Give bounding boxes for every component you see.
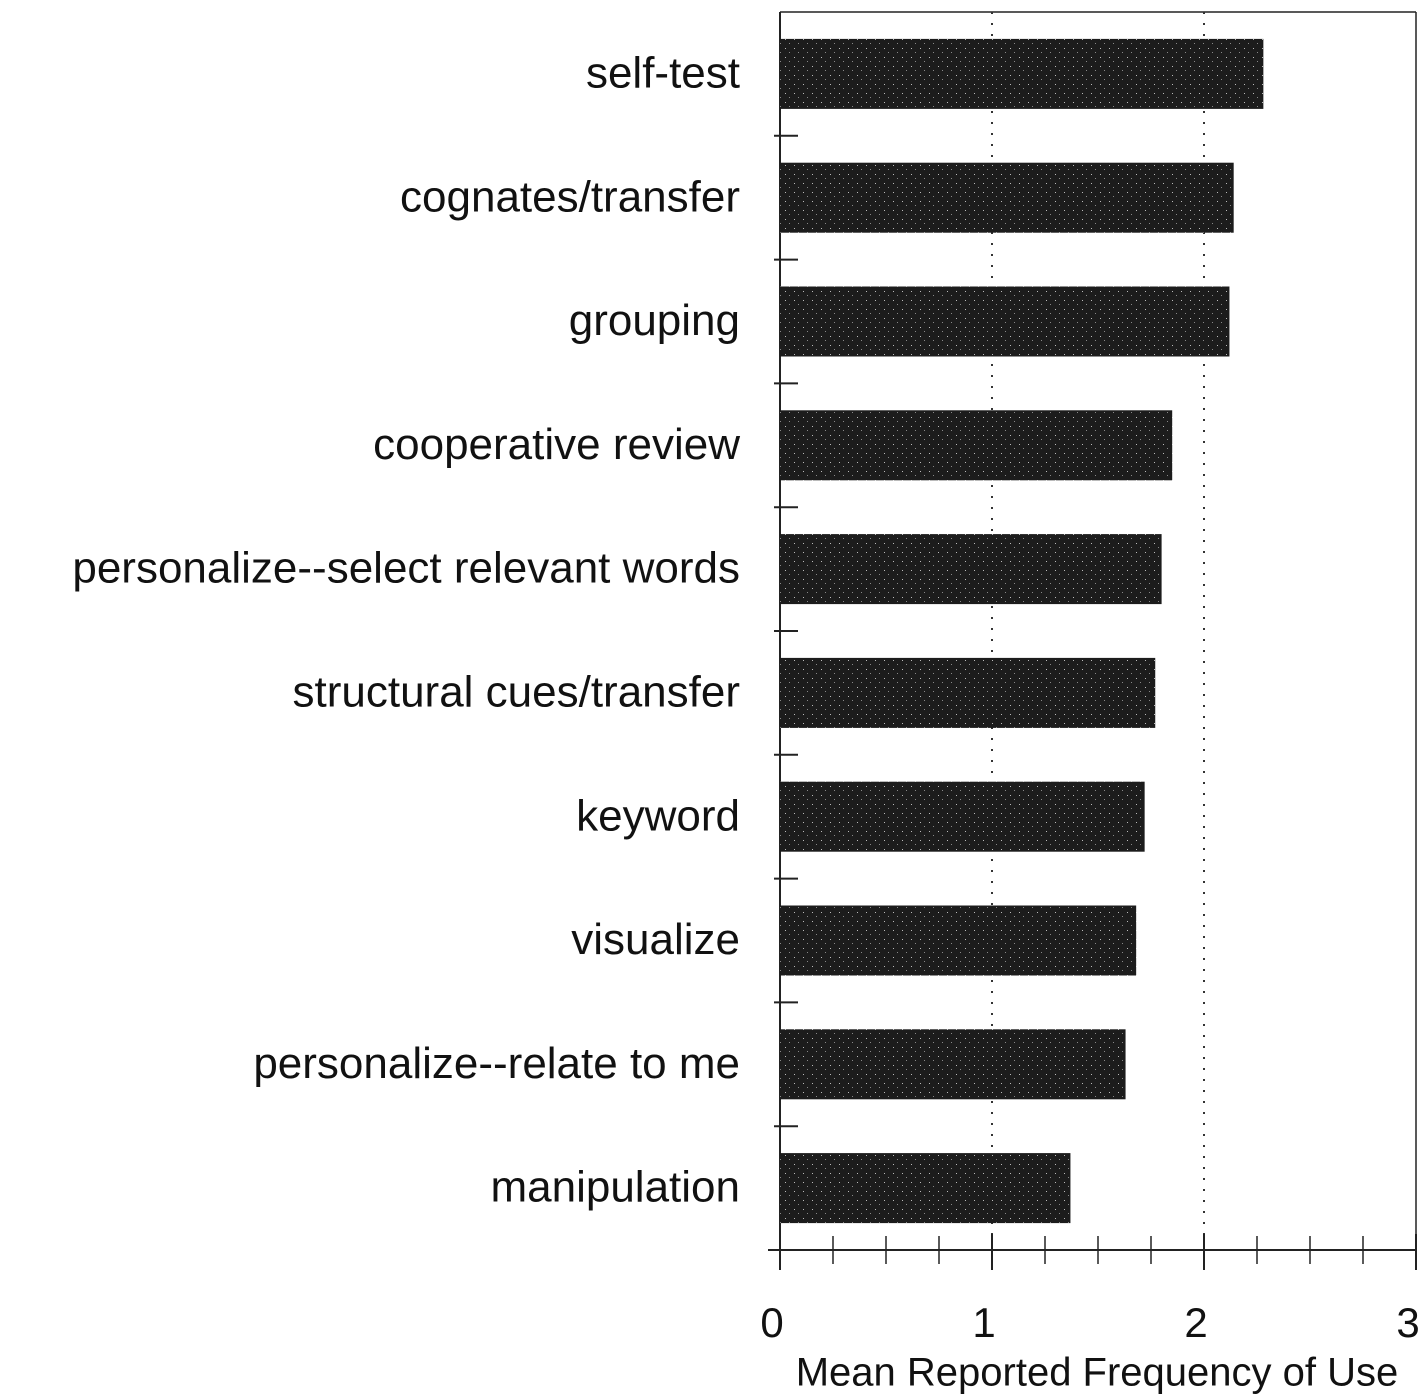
bar — [780, 38, 1264, 109]
bar — [780, 534, 1162, 605]
bar — [780, 905, 1137, 976]
bar — [780, 162, 1234, 233]
bar — [780, 286, 1230, 357]
y-tick-label: keyword — [576, 791, 740, 840]
bar — [780, 1153, 1071, 1224]
bar — [780, 781, 1145, 852]
x-tick-label: 1 — [972, 1299, 995, 1346]
y-tick-label: cognates/transfer — [400, 172, 740, 221]
y-tick-label: grouping — [569, 296, 740, 345]
x-axis-label: Mean Reported Frequency of Use — [796, 1351, 1399, 1395]
x-tick-label: 2 — [1184, 1299, 1207, 1346]
y-tick-label: self-test — [586, 49, 740, 98]
bar — [780, 657, 1156, 728]
x-tick-label: 0 — [760, 1299, 783, 1346]
bar — [780, 1029, 1126, 1100]
y-tick-label: visualize — [571, 915, 740, 964]
y-tick-label: structural cues/transfer — [293, 668, 741, 717]
y-tick-label: cooperative review — [373, 420, 740, 469]
x-tick-label: 3 — [1396, 1299, 1419, 1346]
y-tick-label: personalize--select relevant words — [72, 544, 740, 593]
bar — [780, 410, 1173, 481]
y-tick-label: manipulation — [491, 1163, 741, 1212]
y-tick-label: personalize--relate to me — [253, 1039, 740, 1088]
